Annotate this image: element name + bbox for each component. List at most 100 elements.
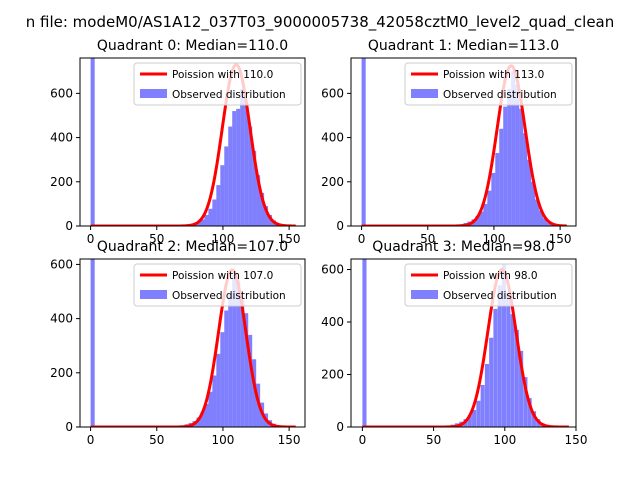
histogram-bar [527, 398, 532, 427]
histogram-bar [515, 84, 520, 226]
histogram-bar [236, 280, 241, 427]
subplot-grid: 0 50 100 150 0 200 400 600 Quadrant 0: Median=11… [50, 38, 587, 447]
legend-box [404, 263, 573, 307]
histogram-bar [538, 210, 544, 226]
histogram-bar [542, 218, 548, 226]
plot-area [360, 58, 568, 226]
histogram-bar [480, 385, 485, 427]
legend-label-poisson: Poission with 113.0 [443, 69, 544, 81]
histogram-bar [476, 400, 481, 427]
histogram-bar [510, 314, 515, 427]
histogram-bar [224, 310, 229, 427]
x-tick-label: 0 [359, 433, 367, 447]
x-tick-label: 100 [211, 433, 234, 447]
x-tick-label: 0 [358, 232, 366, 246]
figure-suptitle: n file: modeM0/AS1A12_037T03_9000005738_… [26, 13, 615, 32]
histogram-bar [523, 377, 528, 427]
axes-frame [350, 258, 577, 428]
x-tick-label: 100 [211, 232, 234, 246]
histogram-bar [506, 293, 511, 427]
axes-frame [79, 57, 306, 227]
legend-label-poisson: Poission with 98.0 [443, 270, 538, 282]
histogram-bar [200, 412, 205, 427]
histogram-bar [263, 206, 269, 226]
y-tick-label: 0 [65, 219, 73, 233]
x-tick-label: 50 [149, 433, 164, 447]
x-tick-label: 100 [493, 433, 516, 447]
histogram-bar [208, 208, 213, 226]
y-tick-label: 400 [50, 131, 73, 145]
histogram-bar [228, 294, 233, 427]
histogram-bar [220, 165, 225, 226]
x-tick-label: 0 [87, 232, 95, 246]
histogram-bar [489, 337, 494, 427]
plot-area [361, 259, 570, 427]
x-tick-label: 100 [482, 232, 505, 246]
subplot-title: Quadrant 0: Median=110.0 [97, 38, 288, 54]
legend-label-observed: Observed distribution [443, 290, 557, 302]
histogram-bar [232, 111, 237, 226]
histogram-bar [484, 364, 489, 427]
y-tick-label: 200 [321, 368, 344, 382]
legend-box [404, 62, 573, 106]
y-tick-label: 600 [321, 86, 344, 100]
histogram-bar [362, 259, 367, 427]
poisson-curve [361, 268, 570, 427]
y-tick-label: 0 [336, 219, 344, 233]
legend: Poission with 107.0 Observed distribution [133, 263, 302, 307]
x-tick-label: 50 [426, 433, 441, 447]
histogram-bar [519, 350, 524, 427]
axes-frame [79, 258, 306, 428]
x-tick-label: 150 [278, 232, 301, 246]
histogram-bar [531, 181, 536, 226]
legend: Poission with 110.0 Observed distribution [133, 62, 302, 106]
histogram-bar [256, 175, 261, 226]
legend-swatch-observed [411, 89, 438, 98]
histogram-bar [511, 71, 516, 226]
histogram-bar [90, 58, 95, 226]
histogram-bar [467, 415, 472, 427]
subplot-title: Quadrant 1: Median=113.0 [368, 38, 559, 54]
histogram-bar [216, 185, 221, 226]
histogram-bar [479, 211, 484, 226]
x-tick-label: 150 [549, 232, 572, 246]
histogram-bar [228, 126, 233, 226]
plot-area [89, 259, 297, 427]
histogram-bar [523, 133, 528, 226]
y-tick-label: 400 [321, 315, 344, 329]
histogram-bar [212, 199, 217, 226]
histogram-bar [514, 329, 519, 427]
histogram-bar [267, 214, 273, 226]
legend: Poission with 98.0 Observed distribution [404, 263, 573, 307]
histogram-bar [252, 150, 257, 226]
histogram-bar [244, 102, 249, 226]
histogram-bar [216, 353, 221, 427]
plot-area [89, 58, 297, 226]
subplot-title: Quadrant 2: Median=107.0 [97, 239, 288, 255]
histogram-bar [519, 108, 524, 226]
histogram-bar [260, 192, 265, 226]
y-tick-label: 400 [321, 131, 344, 145]
histogram-bar [90, 259, 95, 427]
histogram-bar [204, 403, 209, 427]
histogram-bar [472, 409, 477, 427]
y-tick-label: 0 [65, 420, 73, 434]
histogram-bar [475, 216, 480, 226]
legend: Poission with 113.0 Observed distribution [404, 62, 573, 106]
histogram-bar [503, 106, 508, 226]
histogram-bar [507, 88, 512, 226]
histogram-bar [499, 128, 504, 226]
legend-box [133, 263, 302, 307]
legend-label-poisson: Poission with 110.0 [172, 69, 273, 81]
histogram-bar [501, 264, 507, 427]
subplot-quadrant-1: 0 50 100 150 0 200 400 600 Quadrant 1: Median=11… [321, 38, 577, 246]
y-tick-label: 600 [50, 86, 73, 100]
histogram-bar [546, 222, 551, 226]
histogram-bar [527, 159, 532, 226]
histogram-bar [248, 126, 253, 226]
histogram-bar [531, 411, 536, 427]
legend-label-observed: Observed distribution [172, 290, 286, 302]
legend-swatch-observed [140, 89, 167, 98]
y-tick-label: 600 [321, 263, 344, 277]
